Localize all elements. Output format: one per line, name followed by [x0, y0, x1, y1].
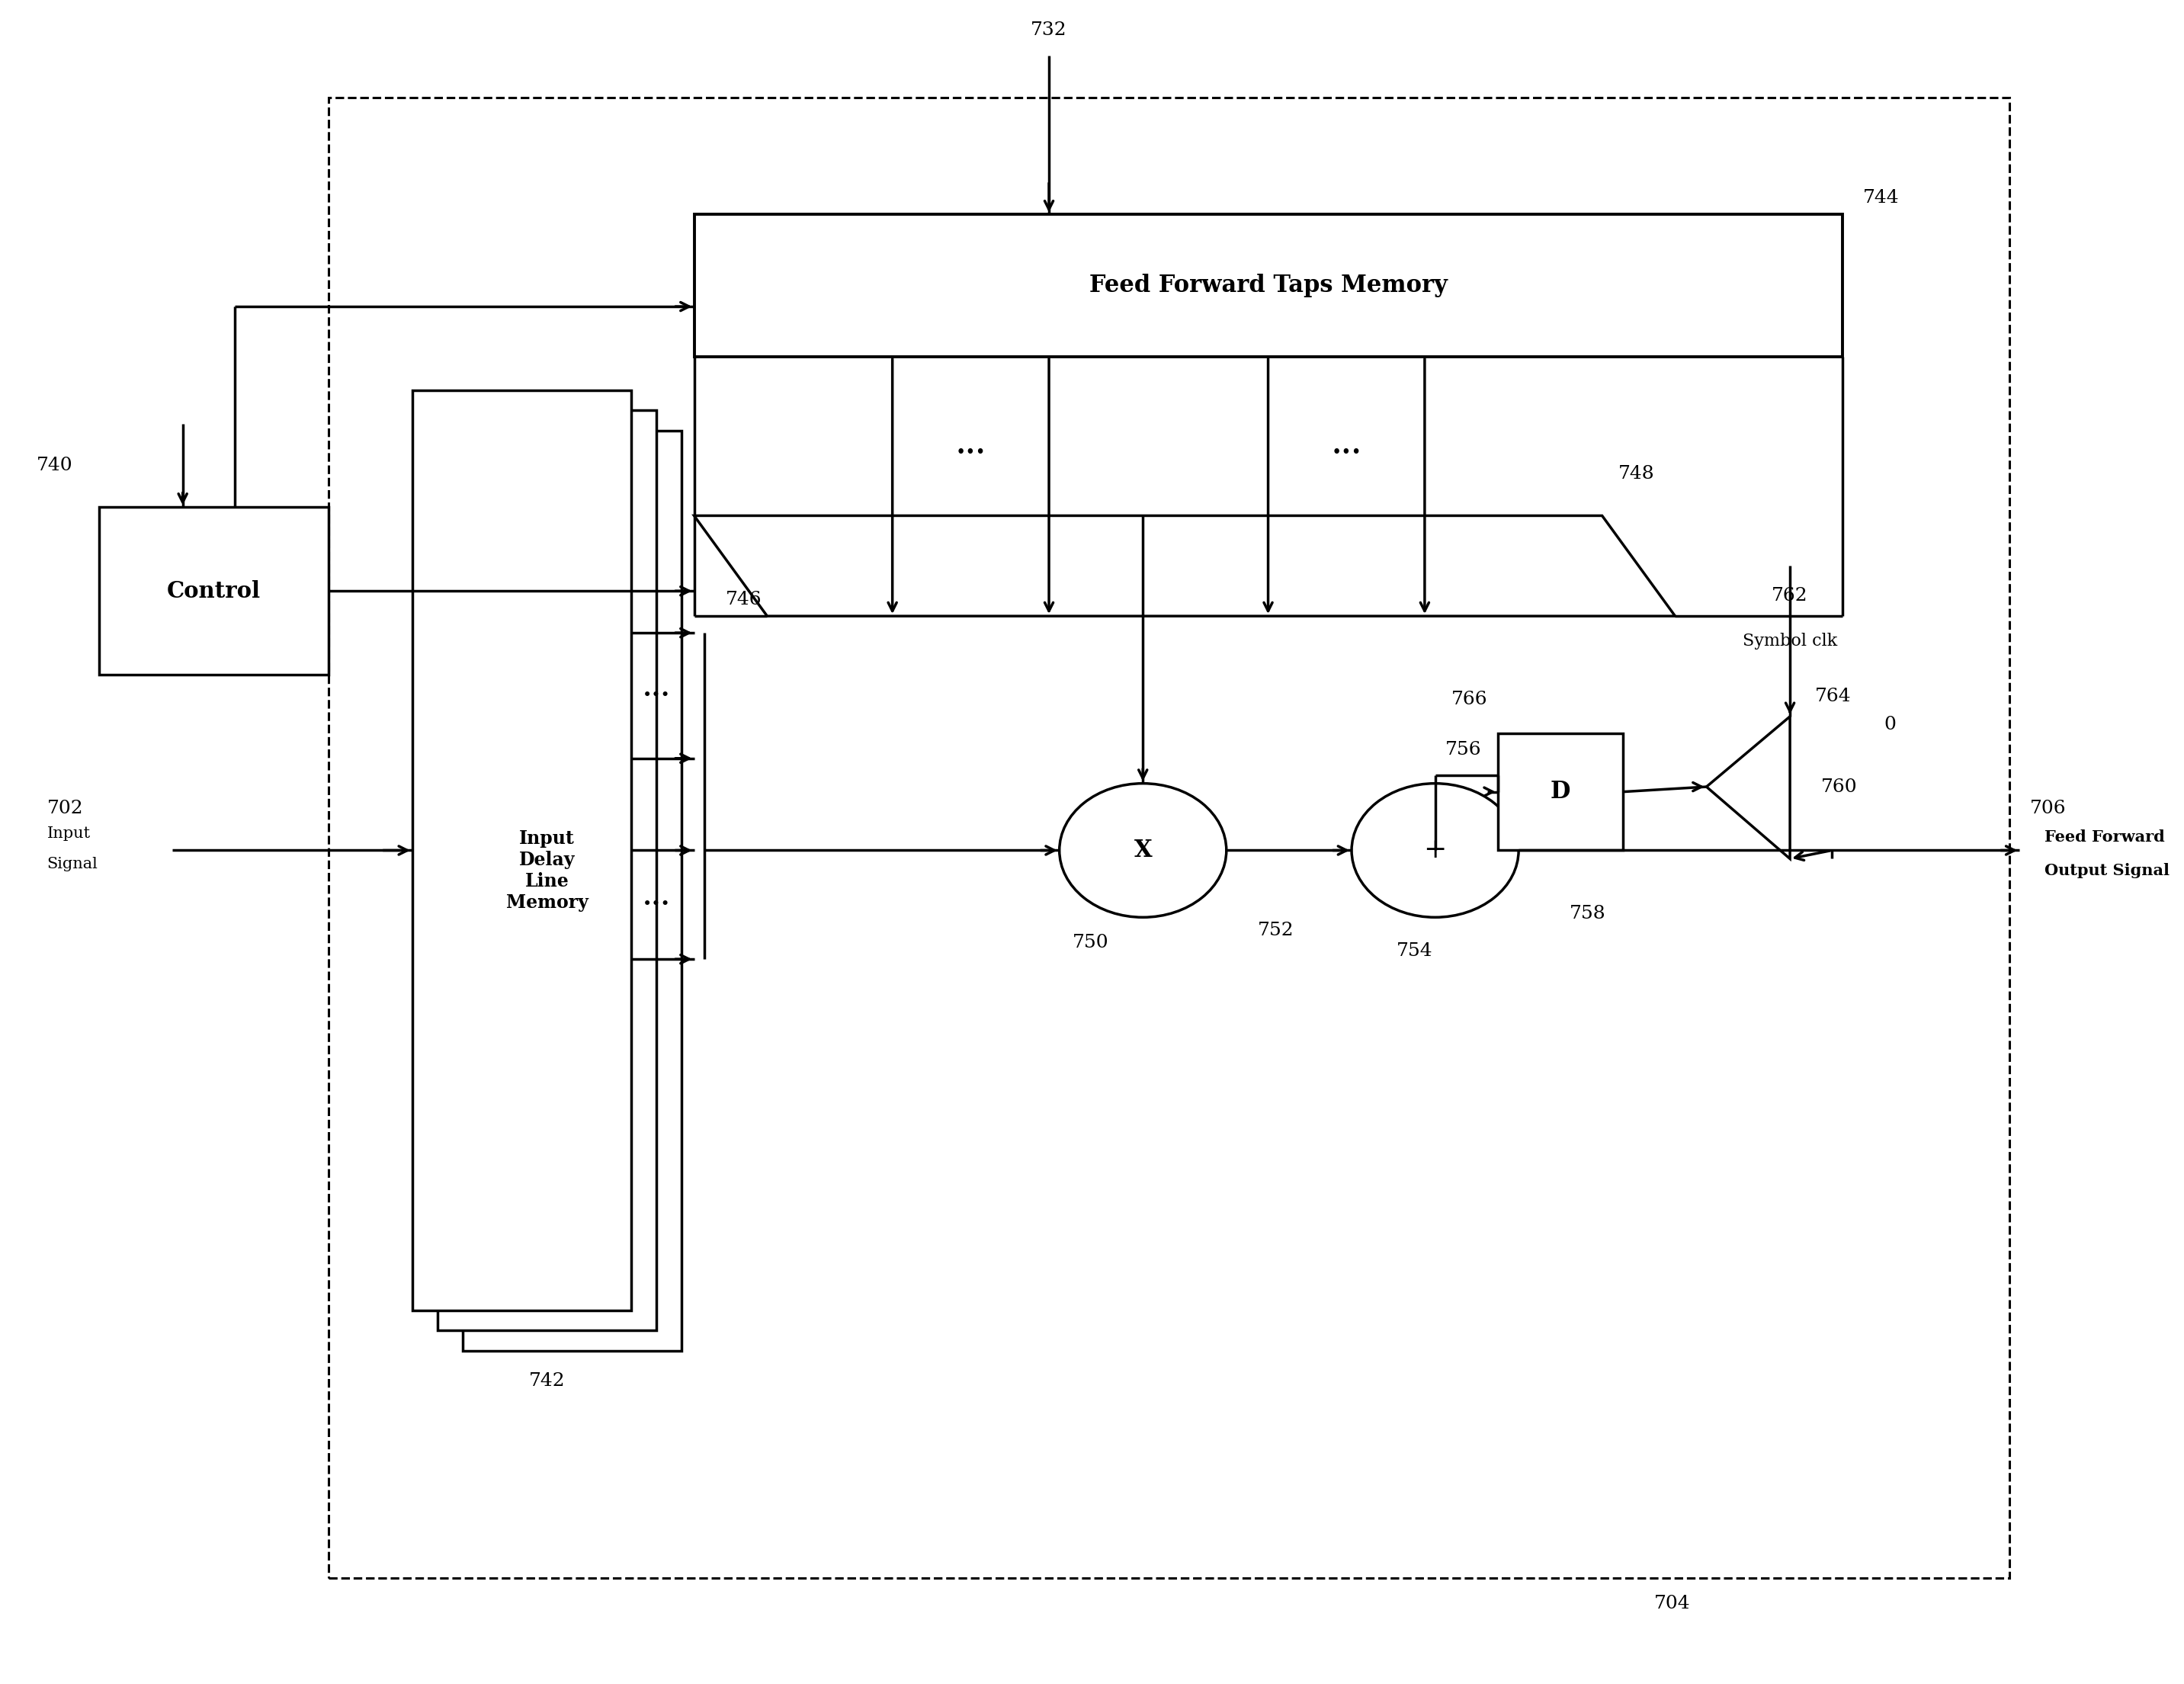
Text: Input: Input [48, 827, 90, 840]
Text: Feed Forward Taps Memory: Feed Forward Taps Memory [1090, 274, 1448, 298]
Text: •••: ••• [642, 689, 670, 702]
Text: 760: 760 [1821, 778, 1859, 795]
Text: Control: Control [168, 579, 260, 603]
Text: D: D [1551, 780, 1570, 803]
Text: 758: 758 [1570, 906, 1605, 923]
Text: •••: ••• [642, 898, 670, 913]
FancyBboxPatch shape [413, 391, 631, 1310]
Text: 746: 746 [725, 591, 762, 608]
Text: 0: 0 [1885, 716, 1896, 734]
Text: 754: 754 [1396, 941, 1433, 960]
FancyBboxPatch shape [1498, 733, 1623, 850]
Text: 748: 748 [1618, 465, 1653, 483]
Text: Input
Delay
Line
Memory: Input Delay Line Memory [507, 830, 587, 911]
Text: 732: 732 [1031, 22, 1068, 39]
Text: 752: 752 [1258, 921, 1293, 940]
Text: 762: 762 [1771, 588, 1808, 605]
Circle shape [1352, 783, 1518, 918]
Text: 706: 706 [2029, 800, 2066, 817]
Text: Output Signal: Output Signal [2044, 862, 2169, 877]
FancyBboxPatch shape [463, 431, 681, 1351]
Text: 750: 750 [1072, 933, 1109, 951]
Text: 764: 764 [1815, 687, 1852, 706]
FancyBboxPatch shape [98, 507, 330, 675]
Text: 742: 742 [529, 1372, 566, 1389]
Text: 744: 744 [1863, 189, 1900, 207]
FancyBboxPatch shape [437, 411, 657, 1330]
Text: X: X [1133, 839, 1151, 862]
Text: +: + [1424, 837, 1446, 864]
Circle shape [1059, 783, 1227, 918]
Text: 766: 766 [1450, 690, 1487, 709]
Text: 756: 756 [1446, 741, 1483, 759]
Polygon shape [1706, 716, 1791, 859]
Polygon shape [695, 515, 1675, 616]
FancyBboxPatch shape [695, 214, 1841, 357]
Text: Symbol clk: Symbol clk [1743, 633, 1837, 650]
Text: •••: ••• [1332, 445, 1361, 461]
Text: Feed Forward: Feed Forward [2044, 829, 2164, 845]
Text: 704: 704 [1653, 1595, 1690, 1612]
Text: 702: 702 [48, 800, 83, 817]
Text: Signal: Signal [48, 857, 98, 871]
Text: •••: ••• [957, 445, 985, 461]
Text: 740: 740 [37, 456, 72, 475]
